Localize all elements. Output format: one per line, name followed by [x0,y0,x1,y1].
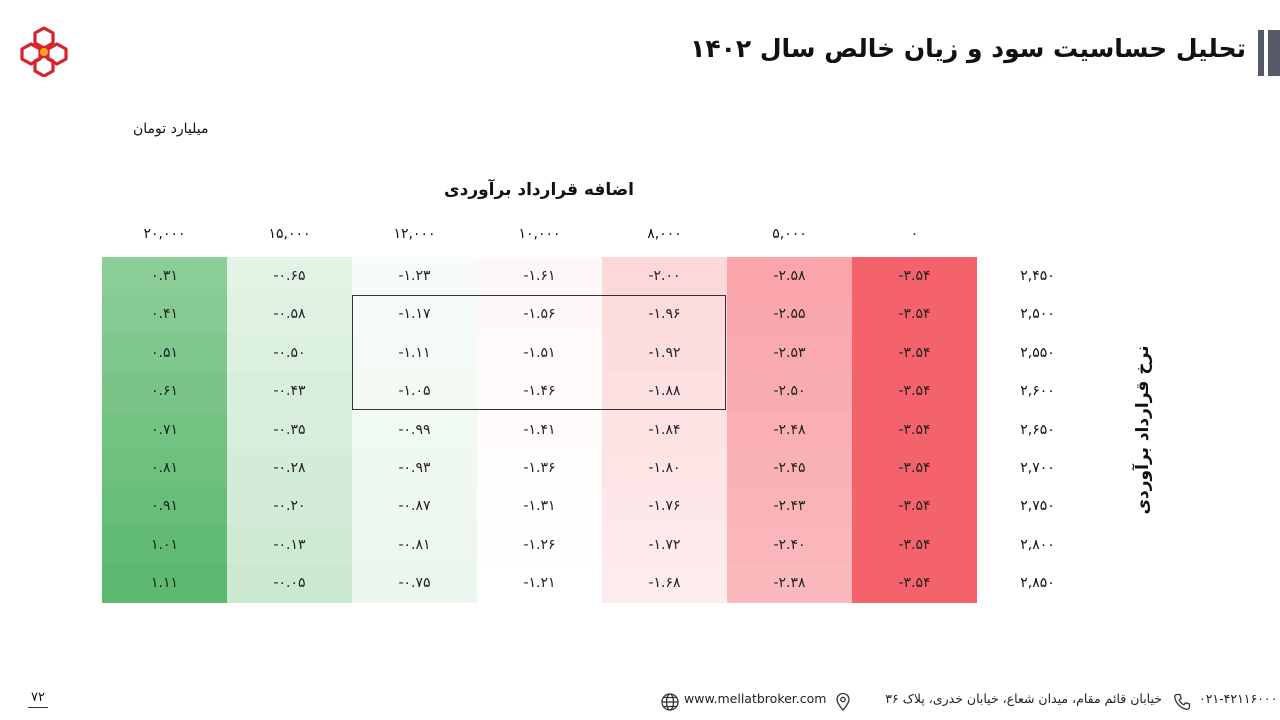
table-cell: -۱.۹۲ [602,333,727,373]
table-cell: -۳.۵۴ [852,372,977,411]
mellat-logo [20,26,68,77]
table-cell: -۳.۵۴ [852,564,977,603]
table-cell: -۱.۱۷ [352,295,477,334]
table-cell: -۰.۲۰ [227,487,352,526]
column-header: ۱۲,۰۰۰ [393,226,436,242]
column-header: ۱۰,۰۰۰ [518,226,561,242]
table-cell: -۱.۸۰ [602,449,727,488]
table-cell: -۲.۴۰ [727,525,852,565]
table-cell: -۱.۳۱ [477,487,602,526]
column-header: ۱۵,۰۰۰ [268,226,311,242]
table-cell: -۱.۹۶ [602,295,727,334]
table-cell: ۰.۵۱ [102,333,227,373]
table-cell: -۱.۰۵ [352,372,477,411]
table-cell: -۱.۶۸ [602,564,727,603]
table-cell: -۲.۳۸ [727,564,852,603]
table-cell: -۳.۵۴ [852,333,977,373]
footer-phone: ۰۲۱-۴۲۱۱۶۰۰۰ [1199,691,1278,706]
table-cell: -۰.۹۳ [352,449,477,488]
row-header: ۲,۵۵۰ [1020,344,1055,361]
table-cell: -۰.۸۱ [352,525,477,565]
table-cell: -۱.۲۱ [477,564,602,603]
location-pin-icon [836,692,850,711]
table-cell: ۰.۹۱ [102,487,227,526]
column-header: ۲۰,۰۰۰ [143,226,186,242]
row-header: ۲,۸۰۰ [1020,536,1055,553]
column-axis-title: اضافه قرارداد برآوردی [444,180,634,200]
table-cell: -۲.۵۰ [727,372,852,411]
table-cell: -۱.۴۶ [477,372,602,411]
title-accent-bar-thin [1258,30,1264,76]
table-cell: ۰.۶۱ [102,372,227,411]
table-cell: -۲.۵۸ [727,257,852,296]
table-cell: -۱.۶۱ [477,257,602,296]
table-cell: -۰.۸۷ [352,487,477,526]
table-cell: -۳.۵۴ [852,525,977,565]
row-header: ۲,۶۰۰ [1020,383,1055,400]
globe-icon [661,693,679,711]
table-cell: -۲.۵۳ [727,333,852,373]
table-cell: -۱.۷۲ [602,525,727,565]
table-cell: -۰.۵۸ [227,295,352,334]
table-cell: ۱.۰۱ [102,525,227,565]
table-cell: -۱.۴۱ [477,410,602,449]
row-header: ۲,۷۰۰ [1020,460,1055,476]
table-cell: -۱.۳۶ [477,449,602,488]
table-cell: -۱.۸۴ [602,410,727,449]
table-cell: ۰.۳۱ [102,257,227,296]
table-cell: -۱.۸۸ [602,372,727,411]
table-cell: ۰.۸۱ [102,449,227,488]
column-header: ۰ [910,226,919,242]
table-cell: -۲.۴۸ [727,410,852,449]
footer-address: خیابان قائم مقام، میدان شعاع، خیابان خدر… [885,691,1162,706]
table-cell: -۱.۲۳ [352,257,477,296]
table-cell: -۱.۵۱ [477,333,602,373]
table-cell: -۱.۵۶ [477,295,602,334]
row-header: ۲,۸۵۰ [1020,575,1055,592]
table-cell: -۳.۵۴ [852,487,977,526]
table-cell: ۱.۱۱ [102,564,227,603]
table-cell: -۱.۲۶ [477,525,602,565]
table-cell: -۲.۵۵ [727,295,852,334]
table-cell: ۰.۷۱ [102,410,227,449]
table-cell: ۰.۴۱ [102,295,227,334]
table-cell: -۳.۵۴ [852,449,977,488]
table-cell: -۱.۱۱ [352,333,477,373]
page-number: ۷۲ [28,690,48,708]
row-header: ۲,۷۵۰ [1020,498,1055,515]
column-header: ۵,۰۰۰ [772,226,807,242]
table-cell: -۰.۳۵ [227,410,352,449]
table-cell: -۲.۴۵ [727,449,852,488]
table-cell: -۰.۹۹ [352,410,477,449]
highlight-box [352,295,726,410]
table-cell: -۳.۵۴ [852,410,977,449]
title-accent-bar [1268,30,1280,76]
table-cell: -۱.۷۶ [602,487,727,526]
table-cell: -۲.۰۰ [602,257,727,296]
table-cell: -۰.۶۵ [227,257,352,296]
table-cell: -۰.۴۳ [227,372,352,411]
table-cell: -۳.۵۴ [852,257,977,296]
page-title: تحلیل حساسیت سود و زیان خالص سال ۱۴۰۲ [690,34,1246,63]
table-cell: -۲.۴۳ [727,487,852,526]
row-header: ۲,۴۵۰ [1020,268,1055,284]
table-cell: -۰.۲۸ [227,449,352,488]
phone-icon [1174,693,1191,710]
table-cell: -۰.۵۰ [227,333,352,373]
table-cell: -۰.۷۵ [352,564,477,603]
row-axis-title: نرخ قرارداد برآوردی [1133,345,1153,515]
table-cell: -۰.۰۵ [227,564,352,603]
row-header: ۲,۵۰۰ [1020,306,1055,323]
footer-website[interactable]: www.mellatbroker.com [684,691,827,706]
unit-label: میلیارد تومان [133,121,209,137]
table-cell: -۳.۵۴ [852,295,977,334]
column-header: ۸,۰۰۰ [647,226,682,242]
row-header: ۲,۶۵۰ [1020,421,1055,438]
table-cell: -۰.۱۳ [227,525,352,565]
